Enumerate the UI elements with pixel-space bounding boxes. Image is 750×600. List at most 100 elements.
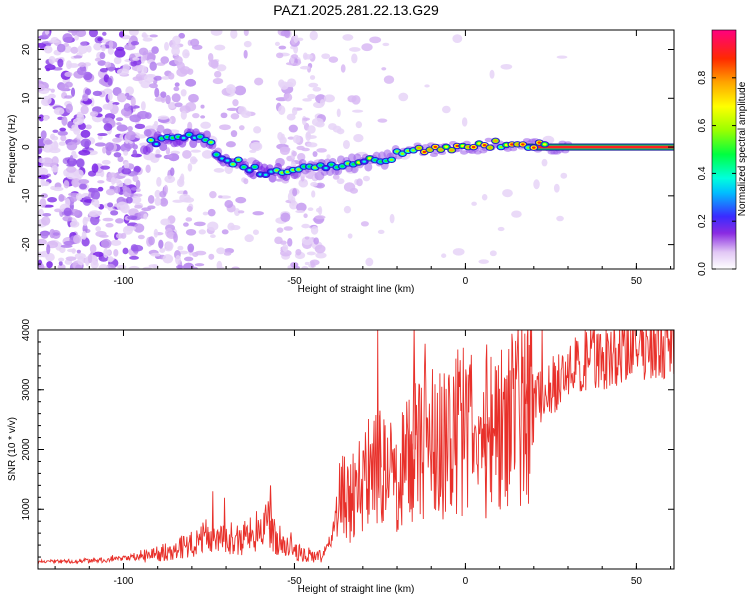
spectrogram-noise-blob [190, 149, 202, 153]
spectrogram-noise-blob [120, 143, 132, 153]
spectrogram-noise-blob [105, 223, 114, 228]
spectrogram-noise-blob [143, 213, 148, 220]
spectrogram-noise-blob [49, 228, 56, 239]
spectrogram-noise-blob [72, 154, 78, 159]
ridge-blob-core [384, 159, 388, 163]
spectrogram-noise-blob [63, 207, 72, 217]
spectrogram-noise-blob [553, 183, 560, 193]
spectrogram-noise-blob [46, 244, 51, 255]
spectrogram-noise-blob [160, 91, 167, 98]
spectrogram-y-ticks: 20 10 0 -10 -20 [21, 29, 674, 265]
ridge-blob-core [318, 164, 323, 167]
spectrogram-noise-blob [136, 188, 141, 193]
colorbar-tick-label: 0.4 [697, 166, 708, 180]
spectrogram-noise-blob [67, 30, 80, 33]
spectrogram-noise-blob [365, 257, 374, 267]
spectrogram-noise-blob [53, 107, 65, 116]
spectrogram-noise-blob [147, 195, 155, 204]
spectrogram-noise-blob [285, 62, 297, 66]
spectrogram-noise-blob [183, 222, 189, 227]
spectrogram-noise-blob [70, 194, 78, 202]
spectrogram-noise-blob [132, 57, 140, 61]
spectrogram-noise-blob [326, 154, 331, 159]
spectrogram-noise-blob [230, 30, 238, 39]
ridge-blob-core [176, 135, 180, 139]
ridge-halo [145, 143, 154, 153]
spectrogram-noise-blob [141, 32, 147, 38]
ridge-blob-core [521, 143, 525, 146]
spectrogram-noise-blob [92, 90, 103, 97]
spectrogram-noise-blob [191, 44, 203, 50]
spectrogram-noise-blob [81, 230, 87, 240]
spectrogram-noise-blob [287, 136, 295, 140]
spectrogram-noise-blob [63, 180, 70, 189]
spectrogram-noise-blob [99, 52, 106, 60]
spectrogram-noise-blob [305, 132, 311, 137]
spectrogram-noise-blob [105, 188, 116, 196]
spectrogram-noise-blob [216, 64, 227, 72]
spectrogram-noise-blob [153, 228, 159, 238]
spectrogram-noise-blob [124, 225, 136, 231]
spectrogram-noise-blob [90, 190, 101, 200]
spectrogram-noise-blob [133, 223, 145, 233]
spectrogram-noise-blob [276, 227, 284, 233]
spectrogram-noise-blob [296, 37, 304, 42]
spectrogram-noise-blob [134, 123, 146, 130]
ridge-blob-core [285, 170, 290, 174]
spectrogram-noise-blob [243, 30, 249, 36]
spectrogram-noise-blob [75, 264, 82, 269]
spectrogram-noise-blob [78, 179, 90, 185]
spectrogram-noise-blob [165, 241, 174, 250]
spectrogram-noise-blob [279, 81, 289, 90]
spectrogram-noise-blob [57, 130, 68, 136]
ridge-blob-core [449, 149, 454, 152]
spectrogram-x-tick-label: -100 [113, 276, 133, 287]
ridge-blob-core [236, 158, 241, 161]
ridge-blob-core [340, 165, 345, 168]
spectrogram-noise-blob [221, 229, 229, 235]
colorbar: 0.0 0.2 0.4 0.6 0.8 Normalized spectral ampl… [697, 29, 748, 276]
spectrogram-noise-blob [316, 148, 327, 153]
spectrogram-noise-blob [89, 244, 97, 254]
spectrogram-noise-blob [116, 68, 129, 76]
spectrogram-noise-blob [560, 172, 568, 179]
ridge-blob-core [526, 146, 531, 149]
spectrogram-noise-blob [130, 41, 140, 46]
spectrogram-noise-blob [214, 44, 226, 51]
snr-spike [378, 410, 382, 468]
snr-line [38, 330, 674, 565]
spectrogram-noise-blob [50, 88, 55, 93]
spectrogram-noise-blob [38, 174, 49, 180]
spectrogram-noise-blob [91, 163, 99, 174]
spectrogram-noise-blob [151, 46, 159, 54]
spectrogram-noise-blob [75, 192, 83, 201]
spectrogram-noise-blob [58, 257, 65, 262]
spectrogram-noise-blob [182, 149, 192, 159]
snr-x-tick-label: 0 [463, 576, 469, 587]
spectrogram-noise-blob [44, 64, 56, 71]
spectrogram-noise-blob [189, 156, 198, 165]
spectrogram-noise-blob [296, 202, 307, 212]
snr-spike [484, 423, 488, 519]
spectrogram-noise-blob [231, 266, 241, 269]
ridge-blob-core [307, 165, 312, 168]
spectrogram-noise-blob [314, 215, 326, 220]
ridge-blob-core [411, 149, 416, 152]
spectrogram-noise-blob [57, 58, 64, 68]
spectrogram-noise-blob [279, 240, 287, 245]
spectrogram-noise-blob [80, 105, 89, 115]
spectrogram-noise-blob [167, 154, 173, 159]
ridge-tail-core [526, 145, 674, 149]
snr-y-tick-label: 2000 [21, 438, 32, 461]
spectrogram-noise-blob [149, 83, 158, 89]
spectrogram-noise-blob [302, 98, 312, 102]
spectrogram-noise-blob [295, 248, 302, 256]
ridge-blob-core [269, 170, 274, 173]
spectrogram-noise-blob [147, 73, 156, 78]
spectrogram-noise-blob [62, 215, 73, 222]
spectrogram-noise-blob [320, 99, 326, 106]
ridge-blob-core [499, 145, 503, 149]
spectrogram-noise-blob [73, 234, 82, 244]
spectrogram-noise-blob [489, 69, 495, 79]
spectrogram-noise-blob [117, 156, 124, 163]
